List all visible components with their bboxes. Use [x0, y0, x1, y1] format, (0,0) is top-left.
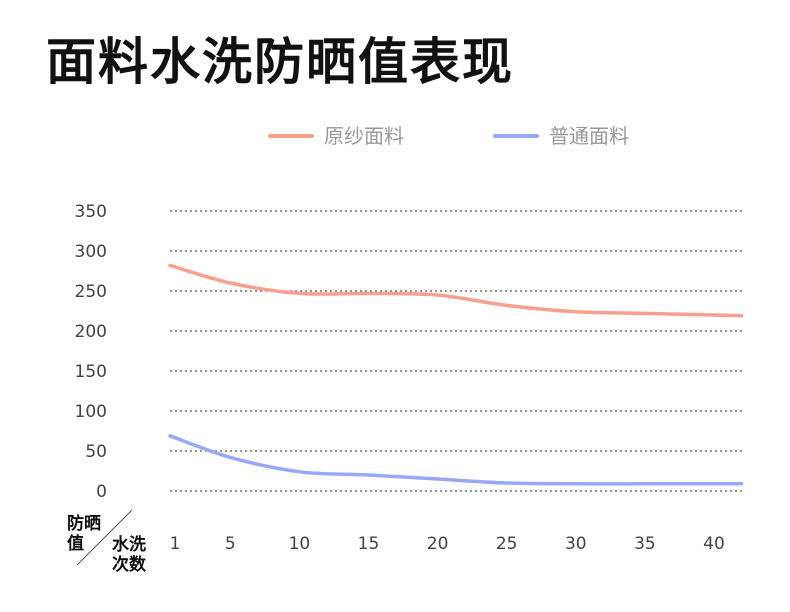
x-tick-label: 25	[496, 534, 518, 554]
y-tick-label: 200	[75, 322, 107, 342]
legend-label: 原纱面料	[324, 124, 404, 148]
series-line	[168, 434, 744, 486]
x-tick-label: 5	[225, 534, 236, 554]
y-tick-label: 250	[75, 282, 107, 302]
x-tick-label: 10	[289, 534, 311, 554]
x-tick-label: 35	[634, 534, 656, 554]
y-tick-label: 300	[75, 242, 107, 262]
y-tick-label: 0	[96, 482, 107, 502]
y-tick-label: 100	[75, 402, 107, 422]
y-tick-label: 350	[75, 202, 107, 222]
x-tick-label: 40	[703, 534, 725, 554]
x-tick-label: 20	[427, 534, 449, 554]
y-tick-label: 150	[75, 362, 107, 382]
axis-divider	[76, 509, 133, 566]
y-tick-label: 50	[85, 442, 107, 462]
x-tick-label: 15	[358, 534, 380, 554]
legend-label: 普通面料	[549, 124, 629, 148]
x-tick-label: 30	[565, 534, 587, 554]
x-tick-label: 1	[170, 534, 181, 554]
y-axis-label: 防晒值	[67, 514, 101, 554]
x-axis-label: 水洗次数	[112, 535, 146, 575]
page-title: 面料水洗防晒值表现	[46, 33, 514, 91]
series-line	[168, 263, 744, 318]
